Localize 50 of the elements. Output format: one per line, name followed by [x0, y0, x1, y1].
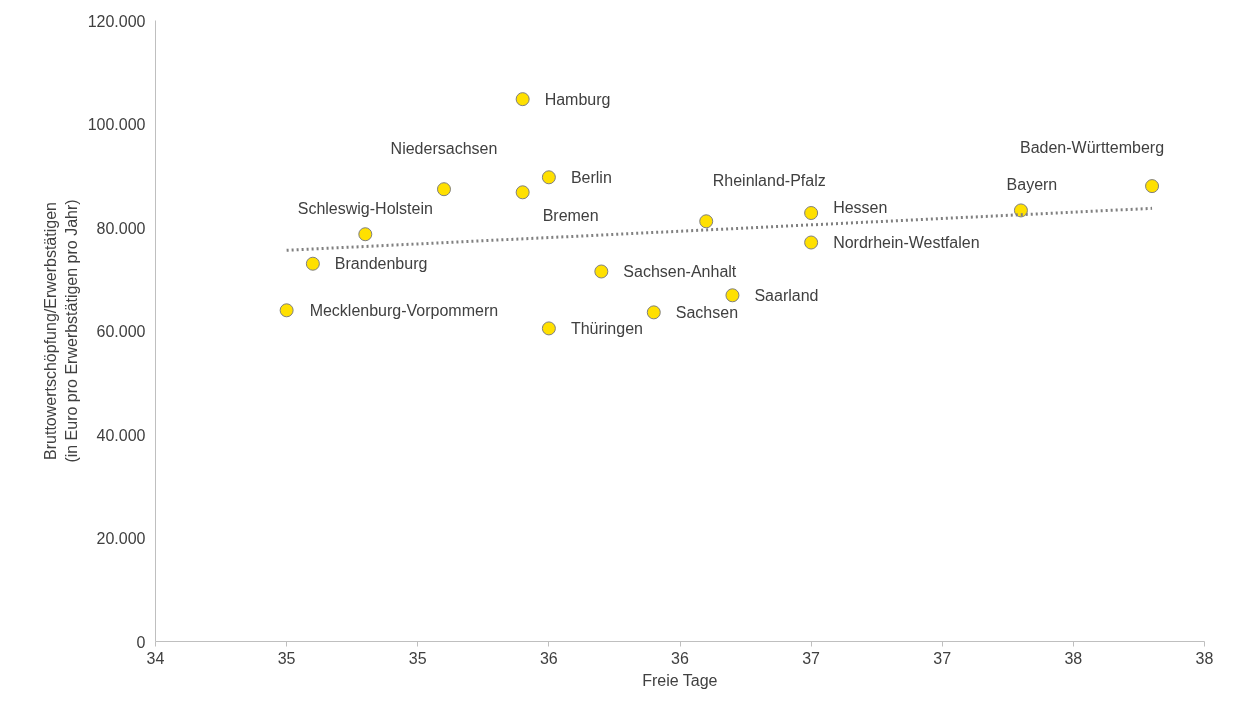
point	[594, 264, 609, 279]
point	[436, 182, 451, 197]
y-tick-label: 20.000	[96, 530, 146, 547]
x-tick-label: 37	[802, 649, 821, 667]
y-tick-label: 80.000	[96, 219, 146, 237]
annotation: Saarland	[754, 286, 819, 304]
annotation: Hamburg	[544, 90, 611, 108]
x-tick-label: 38	[1064, 649, 1083, 667]
annotation: Niedersachsen	[390, 139, 498, 157]
y-tick-label: 120.000	[87, 12, 146, 30]
point	[1013, 203, 1028, 218]
x-axis-title: Freie Tage	[642, 671, 718, 689]
annotation: Rheinland-Pfalz	[712, 171, 826, 189]
y-tick-label: 60.000	[96, 323, 146, 340]
point	[725, 288, 740, 303]
y-tick-label: 0	[136, 633, 146, 651]
annotation: Sachsen	[675, 303, 739, 321]
x-tick-label: 36	[539, 649, 558, 667]
y-tick-label: 40.000	[96, 426, 146, 444]
point	[804, 235, 819, 250]
annotation: Bremen	[542, 206, 599, 224]
x-tick-label: 37	[933, 649, 952, 667]
annotation: Bayern	[1006, 175, 1058, 193]
point	[515, 185, 530, 200]
point	[358, 227, 373, 242]
y-axis-title: Bruttowertschöpfung/Erwerbstätigen (in Euro pro Erwerbstätigen pro Jahr)	[42, 199, 80, 463]
annotation: Berlin	[570, 168, 612, 186]
x-tick-label: 38	[1195, 649, 1214, 667]
point	[1145, 179, 1160, 194]
annotation: Brandenburg	[334, 255, 428, 273]
annotation: Hessen	[833, 198, 888, 216]
point	[699, 214, 714, 229]
x-tick-label: 36	[671, 649, 689, 667]
point	[804, 206, 819, 220]
point	[541, 321, 556, 336]
x-tick-label: 34	[146, 649, 165, 667]
point	[646, 305, 661, 320]
annotation: Sachsen-Anhalt	[623, 262, 737, 280]
annotation: Nordrhein-Westfalen	[833, 234, 980, 252]
point	[541, 170, 556, 185]
x-tick-label: 35	[408, 649, 427, 667]
annotation: Mecklenburg-Vorpommern	[309, 301, 499, 319]
point	[305, 256, 320, 271]
point	[279, 303, 294, 318]
annotation: Baden-Württemberg	[1019, 138, 1165, 156]
point	[515, 92, 530, 107]
annotation: Schleswig-Holstein	[297, 199, 433, 217]
y-tick-label: 100.000	[87, 116, 146, 133]
annotation: Thüringen	[570, 319, 643, 337]
x-tick-label: 35	[277, 649, 296, 667]
